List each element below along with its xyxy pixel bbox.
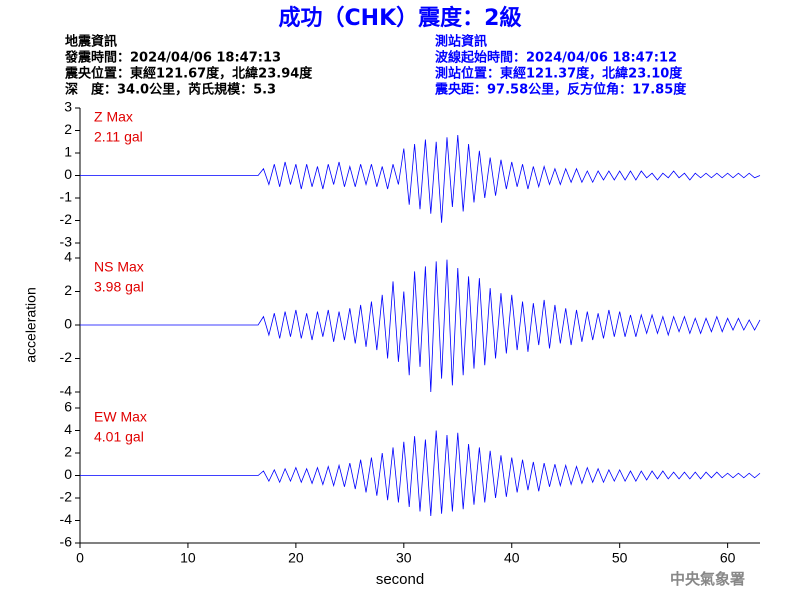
x-tick-label: 30 xyxy=(396,550,412,566)
y-tick-label: 1 xyxy=(64,144,72,160)
footer: 中央氣象署 xyxy=(670,570,745,588)
max-label: Z Max xyxy=(94,109,133,125)
y-tick-label: -3 xyxy=(60,234,73,250)
y-tick-label: -6 xyxy=(60,534,73,550)
max-label: EW Max xyxy=(94,409,147,425)
max-value: 3.98 gal xyxy=(94,279,144,295)
y-tick-label: -2 xyxy=(60,489,73,505)
waveform xyxy=(80,134,761,223)
y-tick-label: -2 xyxy=(60,349,73,365)
x-tick-label: 10 xyxy=(180,550,196,566)
y-tick-label: 0 xyxy=(64,316,72,332)
info-line: 發震時間：2024/04/06 18:47:13 xyxy=(64,50,281,66)
info-line: 震央位置：東經121.67度，北緯23.94度 xyxy=(64,66,313,82)
info-line: 深 度：34.0公里，芮氏規模：5.3 xyxy=(65,82,276,98)
y-tick-label: -1 xyxy=(60,189,73,205)
x-tick-label: 0 xyxy=(76,550,84,566)
y-tick-label: 0 xyxy=(64,466,72,482)
info-line: 震央距：97.58公里，反方位角：17.85度 xyxy=(434,82,687,98)
y-axis-label: acceleration xyxy=(23,287,39,363)
y-tick-label: 2 xyxy=(64,444,72,460)
waveform xyxy=(80,259,761,393)
info-line: 測站位置：東經121.37度，北緯23.10度 xyxy=(435,66,683,82)
y-tick-label: -4 xyxy=(60,511,73,527)
y-tick-label: -4 xyxy=(60,383,73,399)
info-line: 地震資訊 xyxy=(65,34,117,50)
y-tick-label: 3 xyxy=(64,99,72,115)
y-tick-label: 4 xyxy=(64,249,72,265)
y-tick-label: 6 xyxy=(64,399,72,415)
y-tick-label: 4 xyxy=(64,421,72,437)
info-line: 波線起始時間：2024/04/06 18:47:12 xyxy=(435,50,677,66)
x-tick-label: 50 xyxy=(612,550,628,566)
y-tick-label: 0 xyxy=(64,166,72,182)
max-value: 2.11 gal xyxy=(94,129,143,145)
max-label: NS Max xyxy=(94,259,144,275)
max-value: 4.01 gal xyxy=(94,429,144,445)
y-tick-label: 2 xyxy=(64,121,72,137)
y-tick-label: 2 xyxy=(64,282,72,298)
x-tick-label: 40 xyxy=(504,550,520,566)
y-tick-label: -2 xyxy=(60,211,73,227)
x-tick-label: 20 xyxy=(288,550,304,566)
x-axis-label: second xyxy=(376,571,424,588)
waveform xyxy=(80,430,761,517)
info-line: 測站資訊 xyxy=(435,34,487,50)
title: 成功（CHK）震度：2級 xyxy=(279,5,522,31)
x-tick-label: 60 xyxy=(720,550,736,566)
